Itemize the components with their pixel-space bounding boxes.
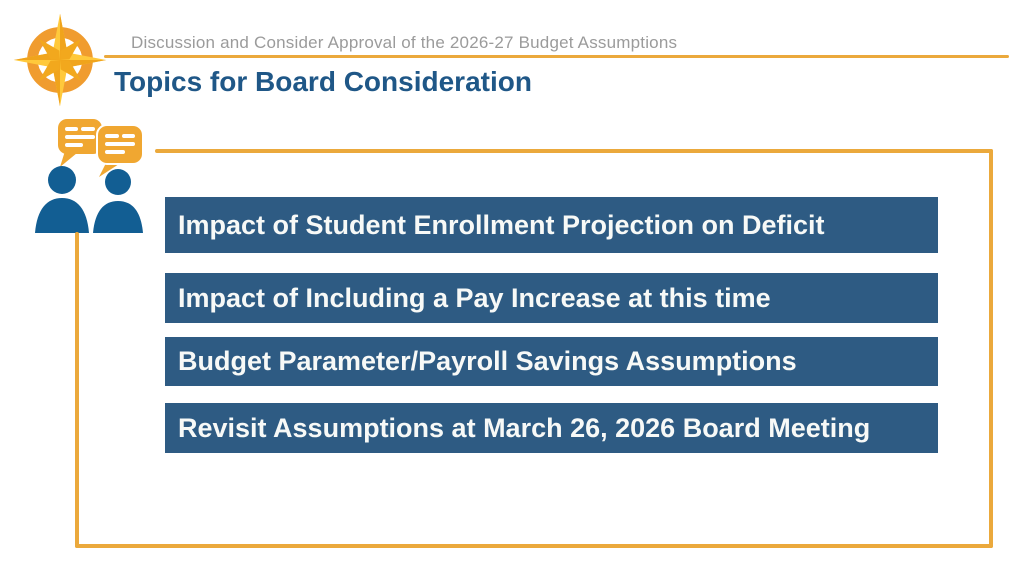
- compass-rose-icon: [13, 13, 107, 107]
- topic-bar-revisit-assumptions: Revisit Assumptions at March 26, 2026 Bo…: [165, 403, 938, 453]
- topic-bar-label: Impact of Student Enrollment Projection …: [178, 209, 825, 240]
- person-left-icon: [35, 166, 89, 233]
- two-people-speech-bubbles-icon: [35, 119, 144, 233]
- topic-bar-budget-parameter: Budget Parameter/Payroll Savings Assumpt…: [165, 337, 938, 386]
- speech-bubble-right-icon: [96, 124, 144, 177]
- frame-border-right: [989, 149, 993, 548]
- person-right-icon: [93, 169, 143, 233]
- frame-border-left: [75, 232, 79, 548]
- frame-border-bottom: [75, 544, 993, 548]
- topic-bar-label: Budget Parameter/Payroll Savings Assumpt…: [178, 346, 797, 376]
- topic-bar-label: Impact of Including a Pay Increase at th…: [178, 282, 771, 313]
- speech-bubble-left-icon: [58, 119, 102, 167]
- topic-bar-pay-increase: Impact of Including a Pay Increase at th…: [165, 273, 938, 323]
- frame-border-top: [155, 149, 993, 153]
- page-title: Topics for Board Consideration: [114, 66, 532, 97]
- header-divider: [104, 55, 1009, 58]
- topic-bar-enrollment: Impact of Student Enrollment Projection …: [165, 197, 938, 253]
- slide-subtitle: Discussion and Consider Approval of the …: [131, 33, 678, 52]
- topic-bar-label: Revisit Assumptions at March 26, 2026 Bo…: [178, 412, 871, 443]
